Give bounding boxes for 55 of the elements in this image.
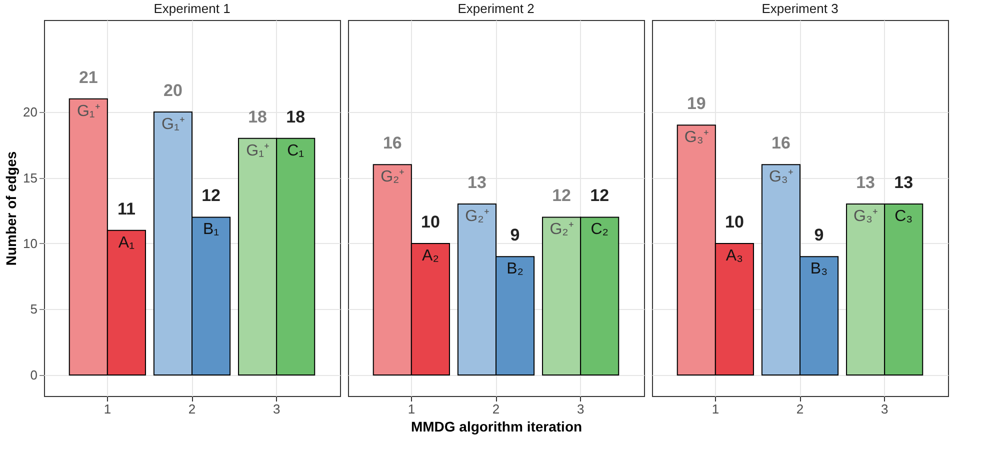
x-tick-label: 1 (408, 402, 416, 416)
x-tick-label: 3 (880, 402, 888, 416)
annotation: B₂ (506, 260, 524, 278)
annotation: C₃ (894, 208, 913, 226)
y-tick-label: 0 (30, 367, 38, 382)
chart-title: Experiment 2 (458, 1, 534, 16)
data-label: 12 (552, 186, 572, 206)
annotation: B₁ (202, 221, 220, 238)
data-label: 20 (164, 81, 182, 100)
data-label: 18 (248, 107, 268, 126)
y-tick-label: 5 (30, 302, 38, 317)
data-label: 11 (117, 199, 136, 218)
data-label: 13 (468, 173, 486, 192)
annotation: G₃⁺ (684, 129, 708, 146)
x-tick-label: 2 (492, 402, 500, 416)
data-label: 13 (894, 173, 914, 192)
annotation: A₁ (118, 234, 134, 252)
annotation: G₃⁺ (854, 208, 878, 226)
data-label: 18 (286, 107, 306, 126)
x-axis-title: MMDG algorithm iteration (410, 418, 582, 434)
annotation: G₂⁺ (380, 168, 404, 186)
annotation: B₃ (810, 260, 828, 278)
data-label: 13 (856, 173, 876, 192)
data-label: 21 (78, 68, 98, 87)
annotation: G₂⁺ (550, 221, 574, 238)
chart-title: Experiment 3 (762, 1, 838, 16)
annotation: G₂⁺ (465, 208, 489, 226)
x-tick-label: 2 (188, 402, 196, 416)
annotation: G₁⁺ (76, 102, 100, 120)
x-tick-label: 2 (796, 402, 804, 416)
y-tick-label: 20 (23, 104, 38, 120)
x-tick-label: 3 (272, 402, 280, 416)
annotation: G₃⁺ (768, 168, 793, 186)
annotation: A₃ (726, 247, 744, 264)
annotation: C₂ (590, 221, 608, 238)
annotation: C₁ (287, 142, 304, 160)
y-axis-title: Number of edges (3, 151, 20, 266)
annotation: G₁⁺ (162, 116, 184, 134)
data-label: 12 (202, 186, 220, 206)
data-label: 10 (420, 212, 440, 232)
x-tick-label: 3 (576, 402, 584, 416)
data-label: 9 (814, 226, 824, 245)
y-tick-label: 15 (23, 170, 38, 186)
data-label: 12 (590, 186, 610, 206)
annotation: G₁⁺ (246, 142, 269, 160)
annotation: A₂ (422, 247, 439, 264)
x-tick-label: 1 (712, 402, 720, 416)
chart-title: Experiment 1 (154, 1, 230, 16)
data-label: 10 (724, 212, 744, 232)
data-label: 16 (772, 134, 790, 153)
data-label: 19 (686, 94, 706, 114)
data-label: 16 (382, 134, 402, 153)
y-tick-label: 10 (23, 236, 38, 251)
x-tick-label: 1 (104, 402, 112, 416)
data-label: 9 (510, 226, 520, 245)
